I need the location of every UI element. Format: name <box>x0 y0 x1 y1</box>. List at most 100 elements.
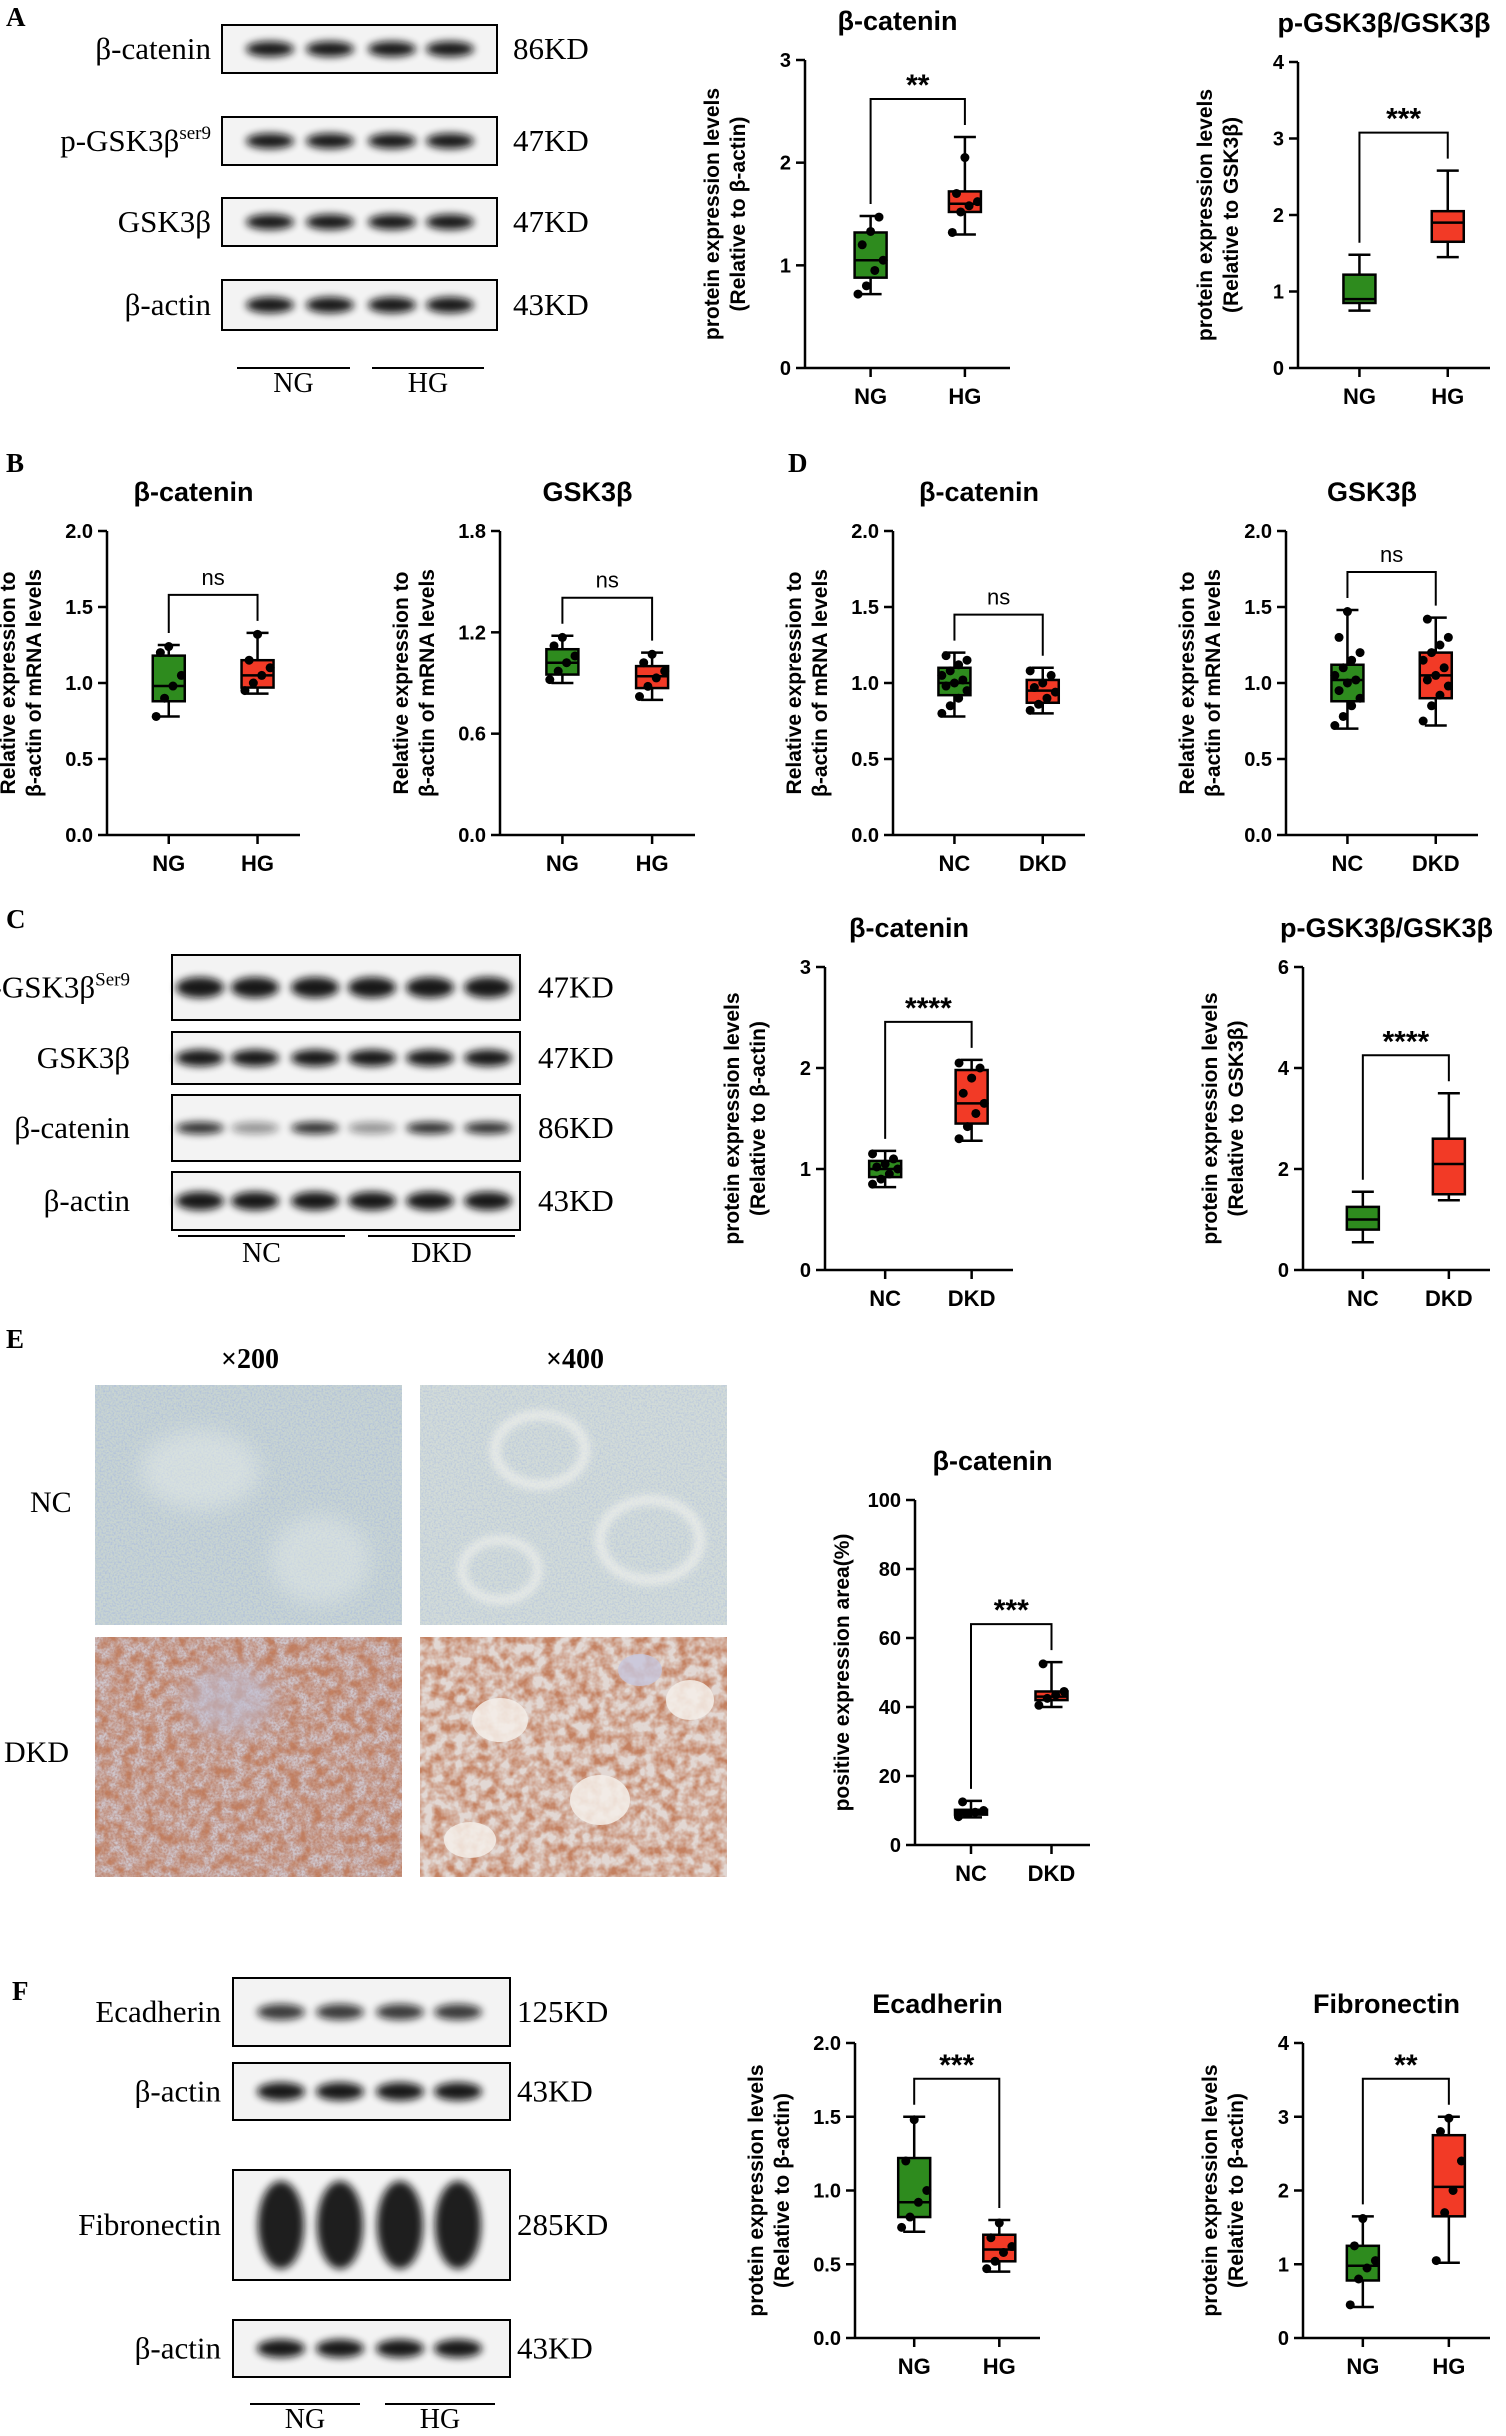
data-point <box>1051 1690 1061 1700</box>
data-point <box>922 2186 932 2195</box>
box-treatment <box>954 1058 989 1144</box>
y-axis-label: Relative expression to <box>1176 572 1199 795</box>
blot-band <box>176 977 224 998</box>
data-point <box>962 655 972 665</box>
blot-band <box>231 977 279 998</box>
x-tick-label: HG <box>983 2354 1016 2379</box>
significance-bracket <box>913 2077 1001 2208</box>
y-axis-label: β-actin of mRNA levels <box>23 569 46 797</box>
data-point <box>1362 2263 1372 2273</box>
data-point <box>244 655 254 665</box>
box-treatment <box>947 135 983 237</box>
y-tick-label: 4 <box>1278 2033 1290 2055</box>
y-tick-label: 0.5 <box>851 749 879 771</box>
blot-group-label: NG <box>285 2404 325 2435</box>
y-tick-label: 6 <box>1278 957 1289 979</box>
significance-marker: ** <box>906 69 930 102</box>
data-point <box>253 629 263 639</box>
data-point <box>868 1149 878 1159</box>
data-point <box>660 666 670 676</box>
data-point <box>155 648 165 658</box>
blot-row-label-text: GSK3β <box>118 204 211 239</box>
significance-bracket <box>561 596 654 641</box>
y-axis-label: Relative expression to <box>390 572 413 795</box>
blot-band <box>246 133 294 149</box>
western-blot-f: Ecadherin 125KD β-actin 43KD Fibronectin 285K… <box>78 1977 608 2435</box>
blot-band <box>368 297 416 313</box>
data-point <box>1059 1686 1069 1696</box>
data-point <box>1431 670 1441 680</box>
y-tick-label: 1.0 <box>813 2181 841 2203</box>
data-point <box>979 1806 989 1815</box>
chart-title: β-catenin <box>838 6 958 36</box>
blot-band <box>306 297 354 313</box>
significance-bracket <box>1358 131 1449 243</box>
data-point <box>1038 1659 1048 1669</box>
y-tick-label: 0.0 <box>65 825 93 847</box>
significance-marker: **** <box>905 992 952 1025</box>
blot-frame <box>171 1094 521 1162</box>
data-point <box>1354 2274 1364 2284</box>
data-point <box>880 1159 890 1169</box>
data-point <box>1435 2127 1445 2136</box>
data-point <box>897 2222 907 2232</box>
data-point <box>884 1169 894 1179</box>
chart-title: Ecadherin <box>872 1989 1003 2019</box>
data-point <box>905 2212 915 2222</box>
y-axis-label: protein expression levels <box>721 992 744 1244</box>
data-point <box>1034 1700 1044 1710</box>
blot-group-label: HG <box>408 368 448 399</box>
data-point <box>1418 655 1428 665</box>
box-treatment <box>1418 614 1454 727</box>
data-point <box>941 681 951 691</box>
ihc-image-dkd-200 <box>95 1637 402 1877</box>
y-tick-label: 0.0 <box>1244 825 1272 847</box>
blot-row-label: Fibronectin <box>78 2207 221 2242</box>
blot-kd-label: 43KD <box>513 287 589 322</box>
blot-band <box>317 2181 363 2269</box>
blot-kd-label: 43KD <box>517 2074 593 2109</box>
x-tick-label: HG <box>636 851 669 876</box>
significance-bracket <box>884 1020 973 1139</box>
data-point <box>945 666 955 676</box>
ihc-image-nc-200 <box>95 1385 402 1625</box>
box-treatment <box>1025 666 1061 715</box>
blot-band <box>348 1191 396 1211</box>
x-tick-label: NG <box>546 851 579 876</box>
y-axis-label: protein expression levels <box>745 2064 768 2316</box>
chart-b1: β-catenin 0.0 0.5 1.0 1.5 2.0 Relative express… <box>0 477 300 876</box>
y-tick-label: 2.0 <box>813 2033 841 2055</box>
data-point <box>1422 675 1432 685</box>
blot-row-label: GSK3β <box>37 1040 130 1075</box>
significance-marker: *** <box>939 2049 974 2082</box>
y-tick-label: 2 <box>780 153 791 175</box>
data-point <box>1355 693 1365 703</box>
data-point <box>958 675 968 685</box>
blot-band <box>406 1049 454 1067</box>
significance-bracket <box>1361 1054 1450 1180</box>
panel-letter-e: E <box>6 1324 24 1354</box>
data-point <box>545 675 555 685</box>
blot-kd-label: 43KD <box>517 2331 593 2366</box>
box-control <box>545 632 580 685</box>
data-point <box>958 1088 968 1098</box>
western-blot-a: β-catenin 86KD p-GSK3βser9 47KD GSK3β 47KD β-a… <box>60 24 589 399</box>
data-point <box>1443 681 1453 691</box>
significance-bracket <box>1346 571 1437 606</box>
blot-strip: β-catenin 86KD <box>95 24 589 74</box>
data-point <box>956 207 966 217</box>
y-tick-label: 3 <box>1273 129 1284 151</box>
blot-row-label: β-actin <box>125 287 212 322</box>
data-point <box>647 649 657 659</box>
ihc-row-label-dkd: DKD <box>4 1736 69 1769</box>
data-point <box>160 693 170 703</box>
y-axis-label: (Relative to β-actin) <box>1225 2093 1248 2288</box>
box-control <box>1345 1190 1381 1244</box>
x-tick-label: NG <box>152 851 185 876</box>
box-control <box>1342 253 1377 312</box>
data-point <box>962 1122 972 1132</box>
data-point <box>889 1154 899 1164</box>
box-control <box>151 642 187 721</box>
data-point <box>639 658 649 668</box>
significance-bracket <box>953 613 1044 656</box>
